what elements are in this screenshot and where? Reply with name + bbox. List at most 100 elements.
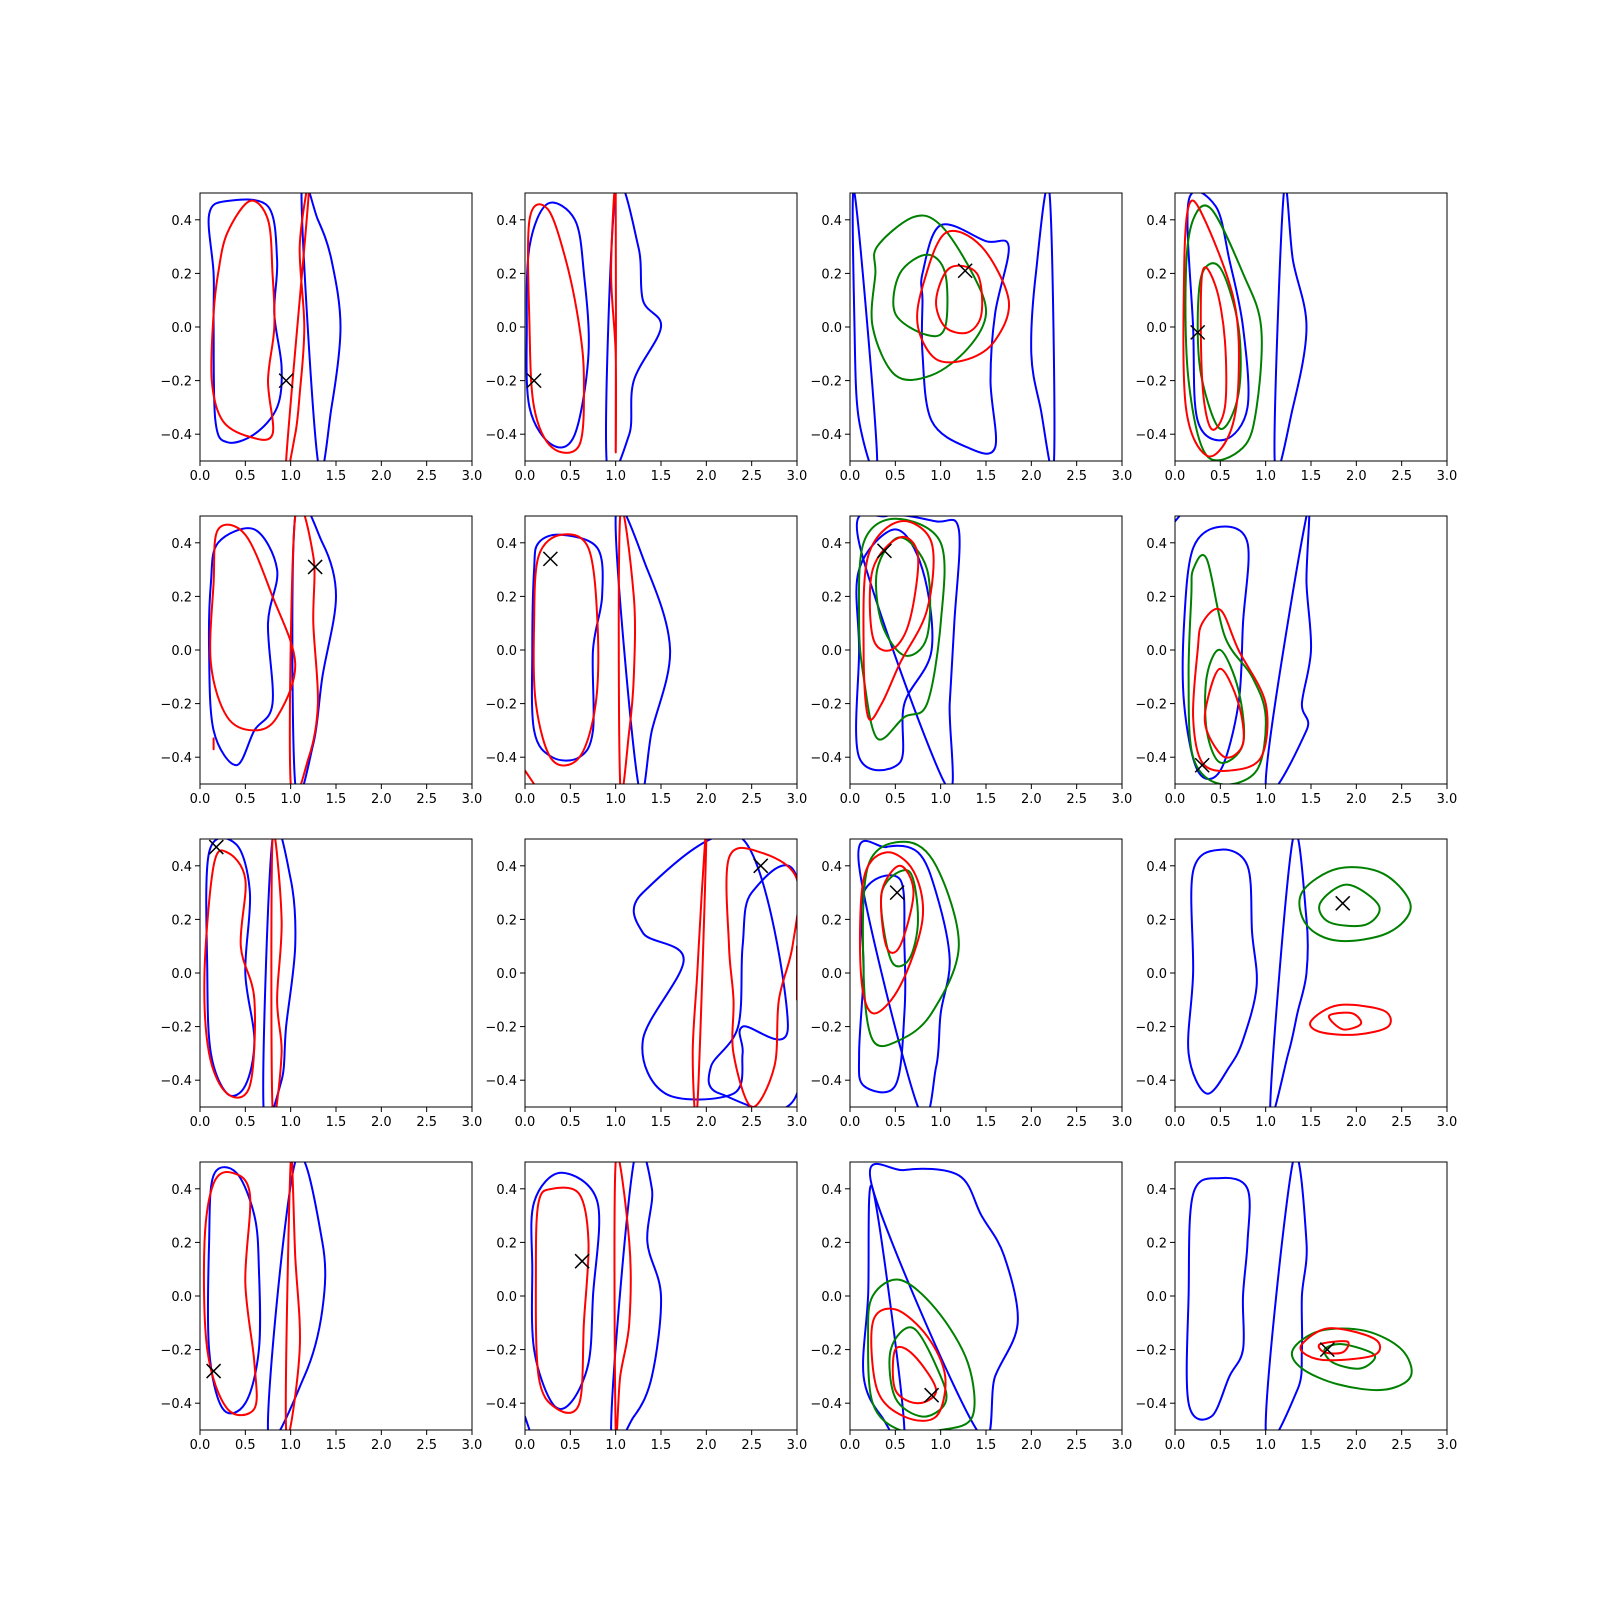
contour-group [851, 193, 1056, 461]
marker-x [1335, 895, 1351, 911]
contour-line-blue [855, 516, 961, 784]
contour-group [855, 516, 961, 784]
x-tick-label: 3.0 [1112, 1115, 1133, 1130]
axes-frame [199, 1161, 473, 1431]
contour-line-blue [207, 198, 283, 444]
x-tick-label: 0.5 [235, 469, 256, 484]
y-tick-label: 0.0 [821, 1290, 842, 1305]
contour-line-blue [1269, 839, 1309, 1107]
x-tick-label: 0.0 [1165, 1115, 1186, 1130]
x-tick-label: 2.5 [1066, 469, 1087, 484]
x-tick-label: 2.5 [1391, 1115, 1412, 1130]
contour-line-red [532, 533, 600, 767]
y-tick-label: −0.4 [1135, 1397, 1167, 1412]
x-tick-label: 0.0 [190, 469, 211, 484]
contour-line-green [1298, 866, 1412, 943]
contour-line-red [1328, 1011, 1363, 1031]
y-tick-label: 0.4 [496, 214, 517, 229]
contour-line-red [202, 1170, 258, 1417]
contour-line-red [725, 846, 797, 1107]
x-tick-label: 3.0 [787, 1115, 808, 1130]
x-tick-label: 0.5 [560, 1115, 581, 1130]
x-tick-label: 0.0 [840, 1438, 861, 1453]
contour-line-red [858, 851, 925, 1015]
x-tick-label: 1.5 [651, 1438, 672, 1453]
y-tick-label: −0.4 [160, 751, 192, 766]
subplot-4-1: 0.0 0.5 1.0 1.5 2.0 2.5 3.0 −0.4 −0.2 0.0 0.2 0.4 [160, 1161, 482, 1453]
y-tick-label: −0.2 [485, 1021, 517, 1036]
marker-x [753, 858, 769, 874]
x-tick-label: 1.5 [1301, 469, 1322, 484]
contour-line-blue [291, 516, 337, 784]
contour-line-red [935, 264, 984, 335]
contour-line-blue [525, 1415, 531, 1430]
y-tick-label: −0.4 [810, 1074, 842, 1089]
axes-frame [1174, 838, 1448, 1108]
x-tick-label: 1.5 [651, 792, 672, 807]
contour-line-red [613, 1162, 632, 1430]
y-tick-label: 0.0 [1146, 967, 1167, 982]
contour-line-red [525, 769, 536, 784]
x-tick-label: 1.0 [280, 1438, 301, 1453]
contour-line-blue [1273, 193, 1308, 461]
y-tick-label: 0.0 [1146, 321, 1167, 336]
x-tick-label: 2.0 [1346, 1438, 1367, 1453]
y-tick-label: −0.4 [160, 1074, 192, 1089]
contour-group [857, 840, 960, 1107]
y-tick-label: 0.2 [1146, 267, 1167, 282]
x-tick-label: 3.0 [787, 792, 808, 807]
y-tick-label: 0.2 [496, 1236, 517, 1251]
x-tick-label: 0.0 [515, 1438, 536, 1453]
x-tick-label: 0.0 [840, 469, 861, 484]
x-tick-label: 0.0 [515, 469, 536, 484]
contour-line-blue [1264, 516, 1313, 784]
axes-frame [199, 515, 473, 785]
contour-line-red [288, 516, 319, 784]
x-tick-label: 2.0 [371, 469, 392, 484]
subplot-3-4: 0.0 0.5 1.0 1.5 2.0 2.5 3.0 −0.4 −0.2 0.0 0.2 0.4 [1135, 838, 1457, 1130]
y-tick-label: 0.4 [821, 860, 842, 875]
y-tick-label: 0.4 [496, 537, 517, 552]
contour-line-red [1192, 607, 1269, 772]
y-tick-label: −0.2 [1135, 698, 1167, 713]
y-tick-label: 0.2 [496, 590, 517, 605]
contour-line-blue [525, 201, 590, 449]
axes-frame [849, 1161, 1123, 1431]
contour-line-blue [1186, 193, 1250, 442]
x-tick-label: 1.0 [605, 469, 626, 484]
x-tick-label: 0.5 [885, 1438, 906, 1453]
contour-group [203, 839, 297, 1107]
contour-line-green [1318, 883, 1381, 928]
contour-group [525, 516, 672, 784]
x-tick-label: 0.5 [560, 1438, 581, 1453]
y-tick-label: −0.4 [485, 428, 517, 443]
x-tick-label: 1.0 [1255, 792, 1276, 807]
x-tick-label: 2.0 [371, 792, 392, 807]
contour-line-blue [857, 840, 951, 1107]
y-tick-label: −0.4 [1135, 428, 1167, 443]
y-tick-label: −0.2 [485, 1344, 517, 1359]
y-tick-label: 0.2 [1146, 590, 1167, 605]
y-tick-label: −0.2 [160, 698, 192, 713]
contour-line-red [870, 1307, 947, 1422]
x-tick-label: 3.0 [1437, 469, 1458, 484]
y-tick-label: −0.2 [160, 1344, 192, 1359]
subplot-2-2: 0.0 0.5 1.0 1.5 2.0 2.5 3.0 −0.4 −0.2 0.0 0.2 0.4 [485, 515, 808, 807]
subplot-4-2: 0.0 0.5 1.0 1.5 2.0 2.5 3.0 −0.4 −0.2 0.0 0.2 0.4 [485, 1161, 807, 1453]
contour-line-blue [605, 193, 663, 461]
contour-group [1187, 839, 1412, 1107]
marker-x [542, 551, 558, 567]
y-tick-label: 0.0 [171, 321, 192, 336]
y-tick-label: 0.2 [821, 267, 842, 282]
y-tick-label: 0.0 [1146, 1290, 1167, 1305]
y-tick-label: −0.4 [810, 428, 842, 443]
contour-line-blue [205, 839, 256, 1097]
x-tick-label: 0.5 [235, 1115, 256, 1130]
contour-line-blue [1264, 1162, 1308, 1430]
y-tick-label: −0.4 [1135, 751, 1167, 766]
y-tick-label: 0.4 [171, 214, 192, 229]
x-tick-label: 0.5 [1210, 1438, 1231, 1453]
subplot-3-1: 0.0 0.5 1.0 1.5 2.0 2.5 3.0 −0.4 −0.2 0.0 0.2 0.4 [160, 838, 482, 1130]
x-tick-label: 0.0 [515, 792, 536, 807]
marker-x [206, 1363, 222, 1379]
